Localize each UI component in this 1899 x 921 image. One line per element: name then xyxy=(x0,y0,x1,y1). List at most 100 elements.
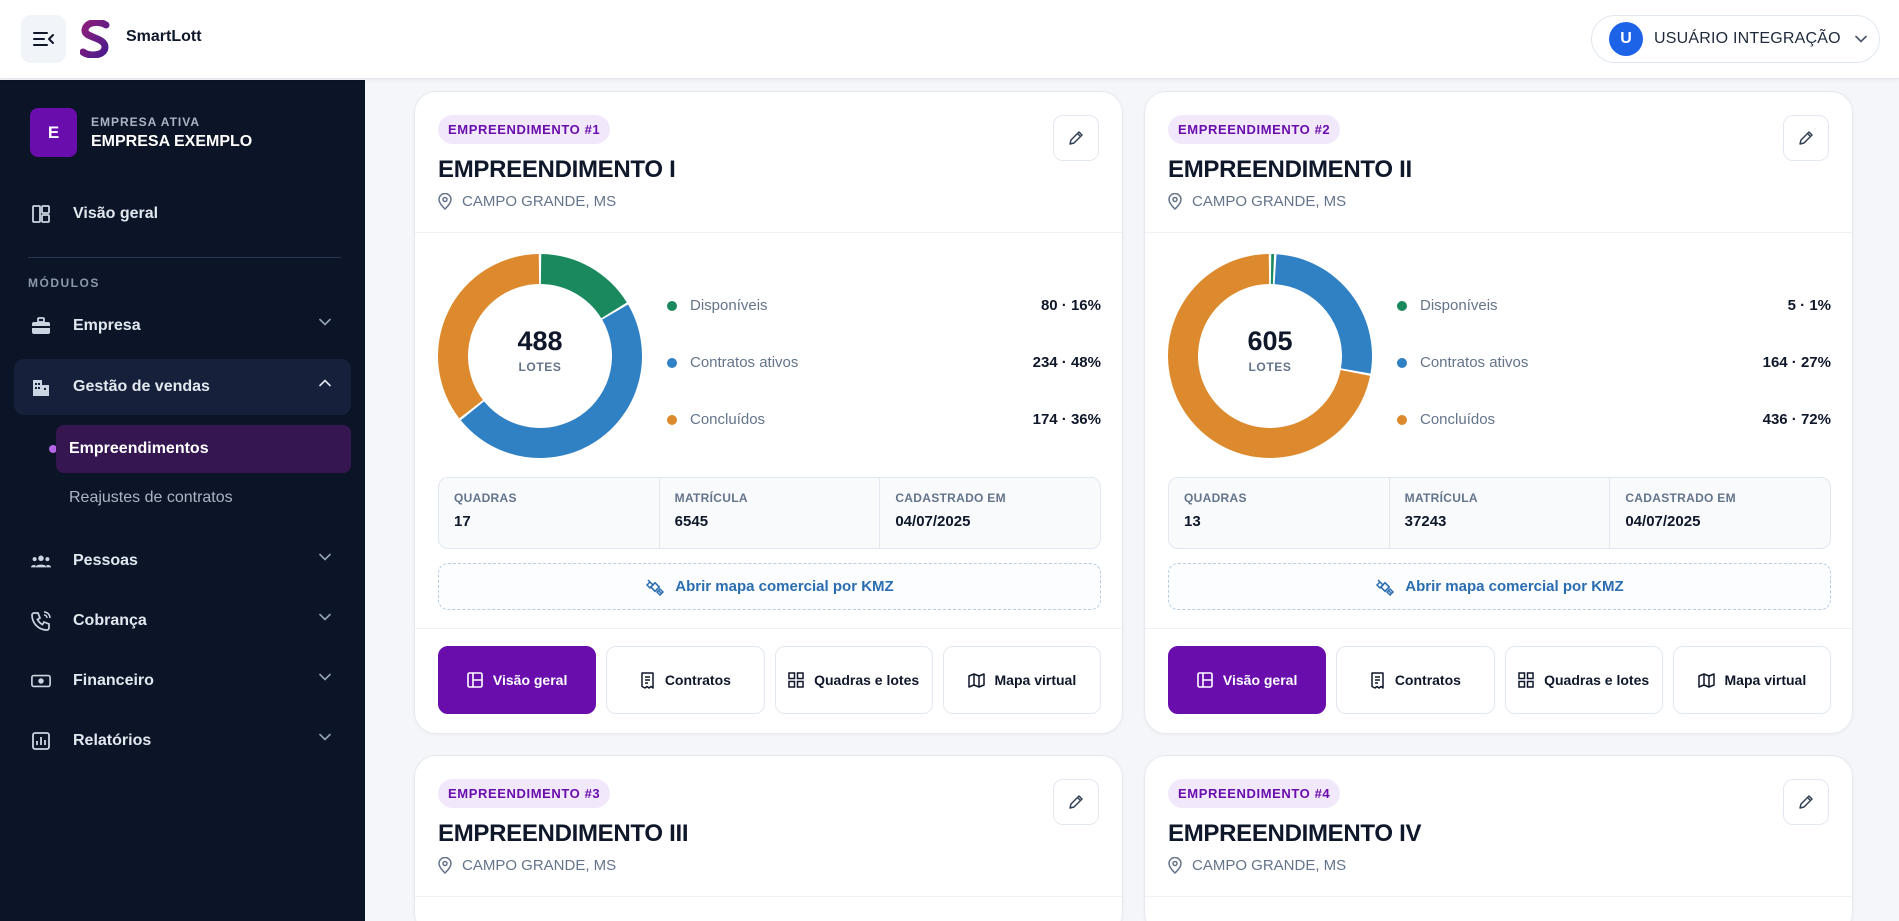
smartlott-logo[interactable] xyxy=(80,20,110,58)
edit-button[interactable] xyxy=(1783,115,1829,161)
active-indicator-dot xyxy=(49,445,57,453)
chevron-down-icon xyxy=(319,318,331,326)
legend-dot xyxy=(667,414,677,425)
stat-value: 37243 xyxy=(1404,513,1447,530)
project-badge: EMPREENDIMENTO #3 xyxy=(438,779,611,808)
stat-label: CADASTRADO EM xyxy=(895,491,1006,505)
sidebar-item-overview[interactable]: Visão geral xyxy=(14,186,351,242)
project-card: EMPREENDIMENTO #4 EMPREENDIMENTO IV CAMP… xyxy=(1144,755,1853,921)
card-divider xyxy=(1145,628,1852,629)
blocks-and-lots-button[interactable]: Quadras e lotes xyxy=(1504,646,1663,714)
dashboard-icon xyxy=(31,204,51,224)
legend-label: Contratos ativos xyxy=(690,354,799,371)
card-divider xyxy=(1145,232,1852,233)
location-pin-icon xyxy=(1168,857,1182,874)
open-kmz-map-button[interactable]: Abrir mapa comercial por KMZ xyxy=(438,563,1101,610)
blocks-and-lots-button[interactable]: Quadras e lotes xyxy=(774,646,933,714)
money-icon xyxy=(31,671,51,691)
menu-toggle-button[interactable] xyxy=(21,15,66,63)
sidebar-subitem-empreendimentos[interactable]: Empreendimentos xyxy=(56,425,351,473)
contracts-button[interactable]: Contratos xyxy=(1336,646,1495,714)
stat-label: QUADRAS xyxy=(454,491,517,505)
modules-label: MÓDULOS xyxy=(28,276,100,290)
sidebar-item-cobranca[interactable]: Cobrança xyxy=(14,593,351,649)
menu-collapse-icon xyxy=(32,32,54,46)
stat-label: MATRÍCULA xyxy=(1404,491,1478,505)
stat-cadastrado-em: CADASTRADO EM 04/07/2025 xyxy=(880,478,1100,548)
stat-value: 17 xyxy=(454,513,471,530)
project-card: EMPREENDIMENTO #2 EMPREENDIMENTO II CAMP… xyxy=(1144,91,1853,734)
action-label: Contratos xyxy=(1394,672,1461,688)
sidebar-item-pessoas[interactable]: Pessoas xyxy=(14,533,351,589)
location-pin-icon xyxy=(438,857,452,874)
sidebar-subitem-reajustes[interactable]: Reajustes de contratos xyxy=(56,474,351,522)
stat-quadras: QUADRAS 17 xyxy=(439,478,660,548)
briefcase-icon xyxy=(31,316,51,336)
chevron-up-icon xyxy=(319,379,331,387)
legend-label: Disponíveis xyxy=(1420,297,1498,314)
sidebar-subitem-label: Empreendimentos xyxy=(69,440,209,457)
sidebar-item-label: Visão geral xyxy=(73,205,159,222)
satellite-icon xyxy=(1376,578,1395,596)
lots-total-label: LOTES xyxy=(518,360,562,374)
stat-value: 6545 xyxy=(674,513,709,530)
project-title: EMPREENDIMENTO I xyxy=(438,156,676,183)
active-company[interactable]: E EMPRESA ATIVA EMPRESA EXEMPLO xyxy=(30,108,252,157)
pencil-icon xyxy=(1069,795,1083,809)
legend-label: Disponíveis xyxy=(690,297,768,314)
sidebar-item-gestao-de-vendas[interactable]: Gestão de vendas xyxy=(14,359,351,415)
chevron-down-icon xyxy=(1854,35,1867,43)
stat-value: 04/07/2025 xyxy=(895,513,971,530)
project-badge: EMPREENDIMENTO #4 xyxy=(1168,779,1341,808)
lots-total: 488 xyxy=(517,326,563,356)
contracts-button[interactable]: Contratos xyxy=(606,646,765,714)
action-label: Mapa virtual xyxy=(994,672,1077,688)
legend-dot xyxy=(1397,414,1407,425)
kmz-label: Abrir mapa comercial por KMZ xyxy=(675,578,894,595)
edit-button[interactable] xyxy=(1053,115,1099,161)
project-title: EMPREENDIMENTO II xyxy=(1168,156,1412,183)
legend-item-disponiveis: Disponíveis 5 · 1% xyxy=(1397,297,1831,314)
overview-button[interactable]: Visão geral xyxy=(438,646,597,714)
legend-value: 80 · 16% xyxy=(1040,297,1101,314)
sidebar-item-empresa[interactable]: Empresa xyxy=(14,298,351,354)
people-icon xyxy=(31,551,51,571)
open-kmz-map-button[interactable]: Abrir mapa comercial por KMZ xyxy=(1168,563,1831,610)
chevron-down-icon xyxy=(319,673,331,681)
stat-quadras: QUADRAS 13 xyxy=(1169,478,1390,548)
grid-icon xyxy=(788,672,804,688)
project-badge: EMPREENDIMENTO #2 xyxy=(1168,115,1341,144)
project-actions: Visão geral Contratos Quadras e lotes Ma… xyxy=(438,646,1101,714)
chevron-down-icon xyxy=(319,553,331,561)
donut-segment-contratos-ativos xyxy=(1274,254,1372,374)
action-label: Visão geral xyxy=(492,672,568,688)
legend-value: 164 · 27% xyxy=(1762,354,1831,371)
sidebar-subitem-label: Reajustes de contratos xyxy=(69,489,233,506)
project-actions: Visão geral Contratos Quadras e lotes Ma… xyxy=(1168,646,1831,714)
overview-button[interactable]: Visão geral xyxy=(1168,646,1327,714)
project-title: EMPREENDIMENTO III xyxy=(438,820,689,847)
location-pin-icon xyxy=(1168,193,1182,210)
legend-item-disponiveis: Disponíveis 80 · 16% xyxy=(667,297,1101,314)
project-location: CAMPO GRANDE, MS xyxy=(1168,193,1346,210)
edit-button[interactable] xyxy=(1783,779,1829,825)
virtual-map-button[interactable]: Mapa virtual xyxy=(1672,646,1831,714)
legend-label: Contratos ativos xyxy=(1420,354,1529,371)
stat-matricula: MATRÍCULA 6545 xyxy=(660,478,881,548)
virtual-map-button[interactable]: Mapa virtual xyxy=(942,646,1101,714)
legend-label: Concluídos xyxy=(690,411,766,428)
card-divider xyxy=(415,628,1122,629)
sidebar-item-relatorios[interactable]: Relatórios xyxy=(14,713,351,769)
phone-icon xyxy=(31,611,51,631)
sidebar-item-financeiro[interactable]: Financeiro xyxy=(14,653,351,709)
map-icon xyxy=(967,672,985,688)
sidebar-item-label: Financeiro xyxy=(73,672,154,689)
company-label: EMPRESA ATIVA xyxy=(91,114,201,129)
project-location: CAMPO GRANDE, MS xyxy=(1168,857,1346,874)
action-label: Contratos xyxy=(664,672,731,688)
project-stats: QUADRAS 17 MATRÍCULA 6545 CADASTRADO EM … xyxy=(438,477,1101,549)
edit-button[interactable] xyxy=(1053,779,1099,825)
user-menu[interactable]: U USUÁRIO INTEGRAÇÃO xyxy=(1591,15,1880,63)
avatar: U xyxy=(1609,22,1643,56)
action-label: Quadras e lotes xyxy=(814,672,920,688)
